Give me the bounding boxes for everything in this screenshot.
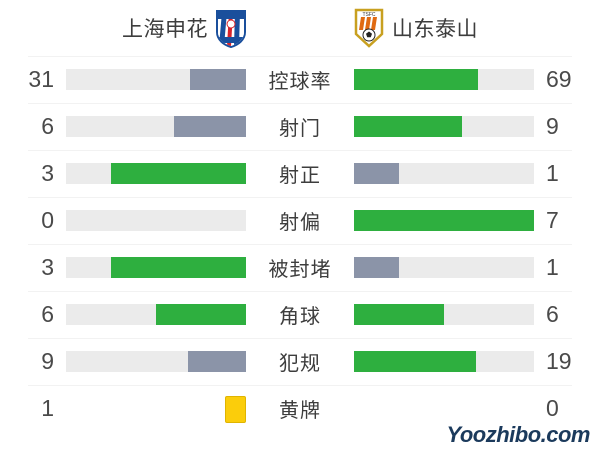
home-value: 0	[41, 207, 54, 233]
home-bar-fill	[174, 116, 246, 137]
stat-label: 被封堵	[268, 259, 332, 281]
table-row-yellow-cards: 1 黄牌 0	[0, 385, 600, 432]
away-bar-fill	[354, 163, 399, 184]
table-row: 0 射偏 7	[0, 197, 600, 244]
away-bar-track	[354, 69, 534, 90]
away-value: 19	[546, 348, 572, 374]
table-row: 31 控球率 69	[0, 56, 600, 103]
home-bar-track	[66, 351, 246, 372]
home-value: 3	[41, 160, 54, 186]
away-bar-track	[354, 163, 534, 184]
home-bar-track	[66, 304, 246, 325]
away-bar-track	[354, 116, 534, 137]
site-watermark: Yoozhibo.com	[446, 422, 590, 447]
away-value: 1	[546, 254, 559, 280]
home-bar-fill	[190, 69, 246, 90]
away-team-name: 山东泰山	[392, 18, 478, 41]
home-bar-fill	[111, 257, 246, 278]
home-bar-track	[66, 257, 246, 278]
away-bar-fill	[354, 69, 479, 90]
table-row: 9 犯规 19	[0, 338, 600, 385]
away-bar-fill	[354, 116, 462, 137]
away-bar-track	[354, 257, 534, 278]
table-row: 3 被封堵 1	[0, 244, 600, 291]
home-bar-track	[66, 163, 246, 184]
away-value: 0	[546, 395, 559, 421]
stat-label: 控球率	[268, 71, 332, 93]
home-value: 1	[41, 395, 54, 421]
away-bar-track	[354, 351, 534, 372]
home-value: 31	[28, 66, 54, 92]
home-yellow-cards	[66, 395, 246, 423]
away-bar-track	[354, 210, 534, 231]
away-value: 9	[546, 113, 559, 139]
away-bar-fill	[354, 351, 477, 372]
shandong-taishan-crest-icon: TSFC	[352, 8, 386, 48]
away-value: 1	[546, 160, 559, 186]
home-bar-track	[66, 116, 246, 137]
table-row: 6 射门 9	[0, 103, 600, 150]
away-value: 69	[546, 66, 572, 92]
away-bar-fill	[354, 210, 534, 231]
teams-header: 上海申花	[0, 0, 600, 56]
stat-label: 犯规	[279, 353, 321, 375]
home-bar-track	[66, 210, 246, 231]
away-bar-track	[354, 304, 534, 325]
shanghai-shenhua-crest-icon	[214, 8, 248, 49]
table-row: 3 射正 1	[0, 150, 600, 197]
home-value: 9	[41, 348, 54, 374]
home-bar-fill	[111, 163, 246, 184]
home-team-name: 上海申花	[122, 18, 208, 41]
away-team-block: TSFC 山东泰山	[352, 8, 478, 48]
stat-label: 射门	[279, 118, 321, 140]
home-bar-track	[66, 69, 246, 90]
home-team-block: 上海申花	[122, 8, 248, 49]
home-value: 3	[41, 254, 54, 280]
stat-label: 射正	[279, 165, 321, 187]
yellow-card-icon	[225, 395, 246, 423]
home-value: 6	[41, 113, 54, 139]
stat-label: 黄牌	[279, 400, 321, 422]
home-bar-fill	[188, 351, 246, 372]
svg-text:TSFC: TSFC	[362, 12, 375, 18]
stat-label: 射偏	[279, 212, 321, 234]
stat-label: 角球	[279, 306, 321, 328]
away-yellow-cards	[354, 396, 534, 422]
home-bar-fill	[156, 304, 246, 325]
away-value: 6	[546, 301, 559, 327]
table-row: 6 角球 6	[0, 291, 600, 338]
away-bar-fill	[354, 257, 399, 278]
home-value: 6	[41, 301, 54, 327]
away-value: 7	[546, 207, 559, 233]
stats-rows: 31 控球率 69 6 射门 9 3	[0, 56, 600, 432]
away-bar-fill	[354, 304, 444, 325]
